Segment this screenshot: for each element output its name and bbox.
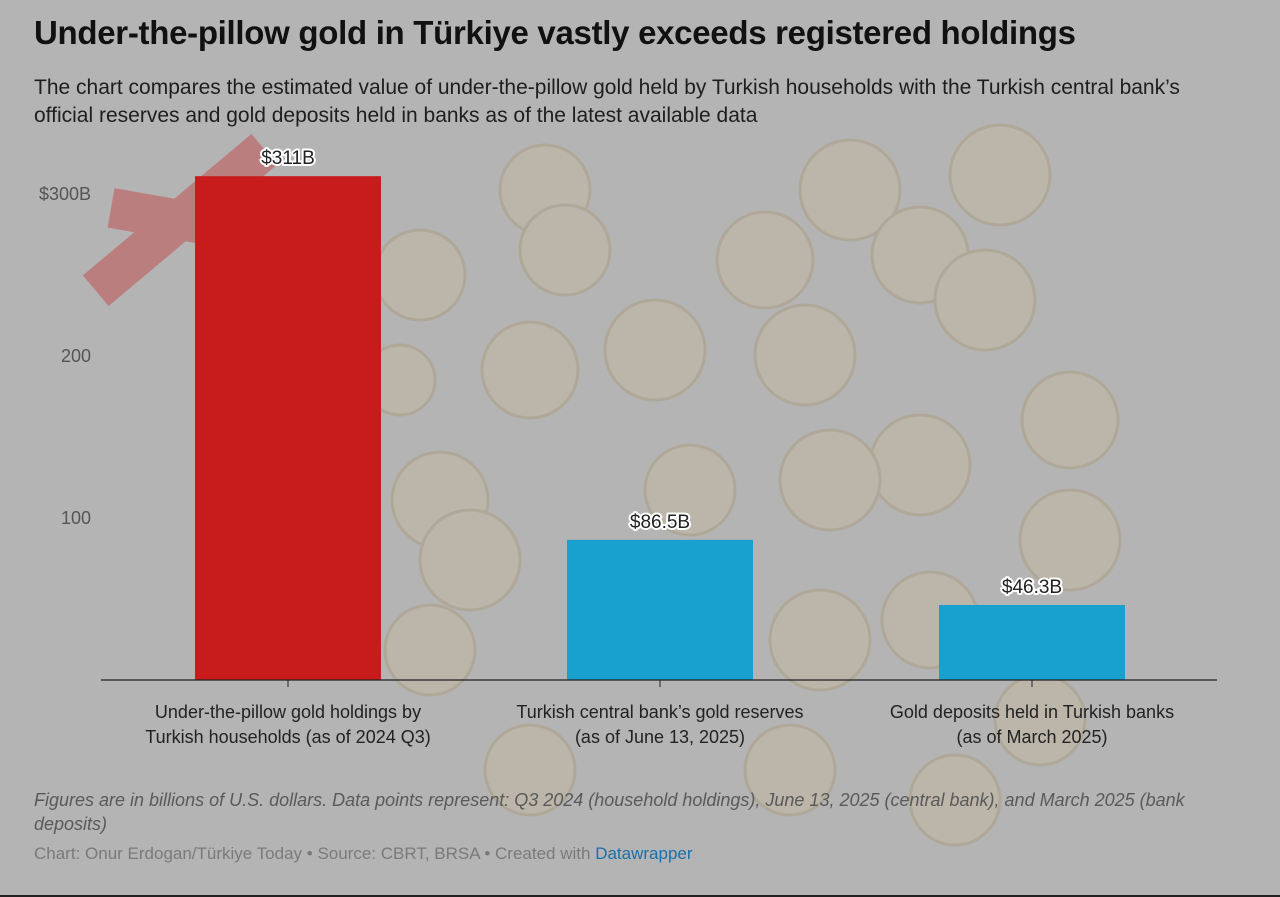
bar <box>195 176 381 680</box>
y-tick-label: 200 <box>61 346 91 366</box>
x-tick-label: Gold deposits held in Turkish banks <box>890 702 1174 722</box>
data-label: $46.3B <box>1002 577 1062 598</box>
byline-text: Chart: Onur Erdogan/Türkiye Today • Sour… <box>34 844 596 863</box>
bar <box>567 539 753 680</box>
chart-subtitle: The chart compares the estimated value o… <box>34 76 1180 127</box>
y-tick-label: $300B <box>39 184 91 204</box>
x-tick-label: (as of June 13, 2025) <box>575 727 745 747</box>
y-tick-label: 100 <box>61 508 91 528</box>
byline: Chart: Onur Erdogan/Türkiye Today • Sour… <box>34 844 693 864</box>
x-tick-label: Under-the-pillow gold holdings by <box>155 702 421 722</box>
chart-notes: Figures are in billions of U.S. dollars.… <box>34 790 1185 834</box>
x-tick-label: (as of March 2025) <box>956 727 1107 747</box>
x-tick-label: Turkish central bank’s gold reserves <box>516 702 803 722</box>
bar-chart: 100 200 $300B $311B Under-the-pillow gold ho… <box>39 146 1217 747</box>
bar <box>939 604 1125 680</box>
x-tick-label: Turkish households (as of 2024 Q3) <box>145 727 431 747</box>
chart-title: Under-the-pillow gold in Türkiye vastly … <box>34 14 1076 51</box>
data-label: $86.5B <box>630 512 690 533</box>
data-label: $311B <box>261 148 315 169</box>
datawrapper-link[interactable]: Datawrapper <box>595 844 693 863</box>
